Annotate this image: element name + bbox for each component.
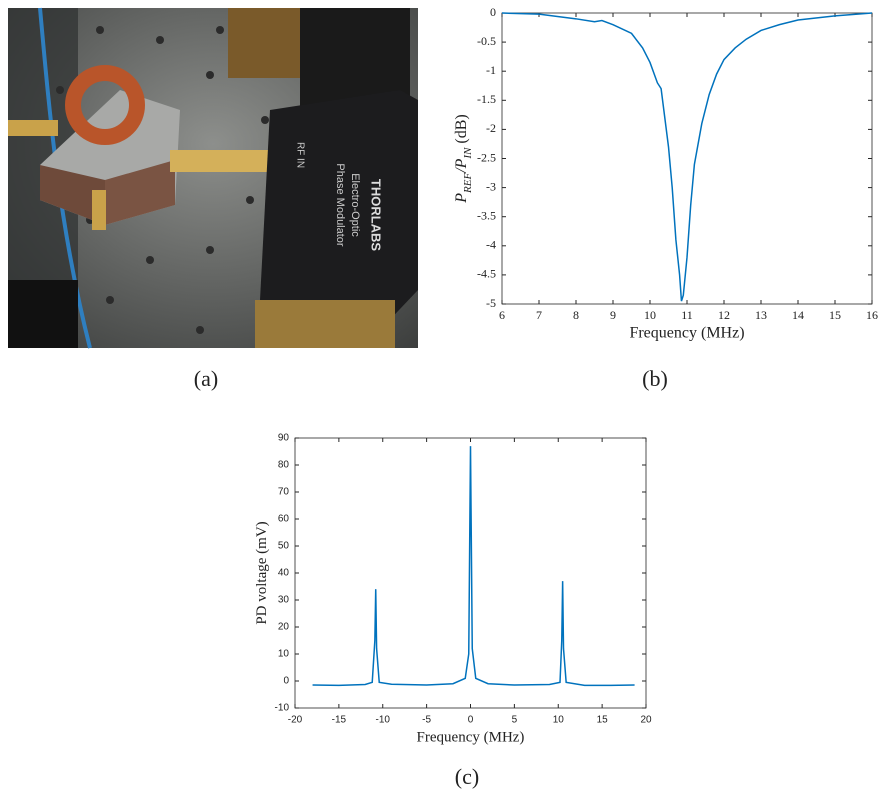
y-tick-label: 90 xyxy=(278,433,290,444)
x-tick-label: 11 xyxy=(681,308,693,322)
y-axis-label-part: PD voltage (mV) xyxy=(254,521,270,624)
x-tick-label: -20 xyxy=(288,715,303,726)
y-tick-label: 30 xyxy=(278,595,290,606)
y-axis-label: PD voltage (mV) xyxy=(254,521,270,624)
x-tick-label: -5 xyxy=(422,715,431,726)
caption: (a) xyxy=(194,366,218,391)
x-tick-label: 20 xyxy=(640,715,652,726)
x-tick-label: 15 xyxy=(597,715,609,726)
y-tick-label: -0.5 xyxy=(477,34,496,48)
x-tick-label: 8 xyxy=(573,308,579,322)
photo-text: RF IN xyxy=(294,142,305,168)
x-tick-label: 5 xyxy=(512,715,518,726)
y-tick-label: 60 xyxy=(278,514,290,525)
y-tick-label: 20 xyxy=(278,622,290,633)
y-tick-label: 10 xyxy=(278,649,290,660)
y-tick-label: 0 xyxy=(490,5,496,19)
y-tick-label: -4.5 xyxy=(477,267,496,281)
x-tick-label: 14 xyxy=(792,308,804,322)
y-tick-label: -3.5 xyxy=(477,208,496,222)
x-tick-label: 0 xyxy=(468,715,474,726)
x-tick-label: 9 xyxy=(610,308,616,322)
y-axis-label-part: IN xyxy=(462,147,474,160)
x-tick-label: 16 xyxy=(866,308,878,322)
data-line xyxy=(501,12,873,302)
x-tick-label: -15 xyxy=(332,715,347,726)
x-tick-label: -10 xyxy=(376,715,391,726)
x-tick-label: 13 xyxy=(755,308,767,322)
y-tick-label: 70 xyxy=(278,487,290,498)
x-tick-label: 12 xyxy=(718,308,730,322)
y-tick-label: 40 xyxy=(278,568,290,579)
y-axis-label-part: (dB) xyxy=(453,114,470,147)
x-tick-label: 10 xyxy=(553,715,565,726)
y-tick-label: -10 xyxy=(275,703,290,714)
y-tick-label: -2.5 xyxy=(477,150,496,164)
y-axis-label: PREF/PIN (dB) xyxy=(453,114,474,204)
y-axis-label-part: /P xyxy=(453,158,470,173)
y-tick-label: 50 xyxy=(278,541,290,552)
y-tick-label: -1.5 xyxy=(477,92,496,106)
x-axis-label: Frequency (MHz) xyxy=(417,729,525,745)
x-tick-label: 15 xyxy=(829,308,841,322)
y-tick-label: -1 xyxy=(486,63,496,77)
y-tick-label: -2 xyxy=(486,121,496,135)
caption: (b) xyxy=(642,366,668,391)
photo-brand: THORLABS xyxy=(369,179,384,252)
y-tick-label: 0 xyxy=(283,676,289,687)
caption: (c) xyxy=(455,764,479,789)
y-tick-label: -3 xyxy=(486,179,496,193)
y-tick-label: 80 xyxy=(278,460,290,471)
x-tick-label: 7 xyxy=(536,308,542,322)
y-axis-label-part: P xyxy=(453,193,470,204)
photo: THORLABS Electro-Optic Phase Modulator R… xyxy=(8,7,418,349)
y-tick-label: -5 xyxy=(486,296,496,310)
photo-text: Electro-Optic xyxy=(349,173,361,237)
photo-text: Phase Modulator xyxy=(334,163,346,246)
x-axis-label: Frequency (MHz) xyxy=(629,325,744,342)
y-axis-label-part: REF xyxy=(462,173,474,194)
data-line xyxy=(312,446,635,687)
x-tick-label: 10 xyxy=(644,308,656,322)
x-tick-label: 6 xyxy=(499,308,505,322)
y-tick-label: -4 xyxy=(486,238,496,252)
